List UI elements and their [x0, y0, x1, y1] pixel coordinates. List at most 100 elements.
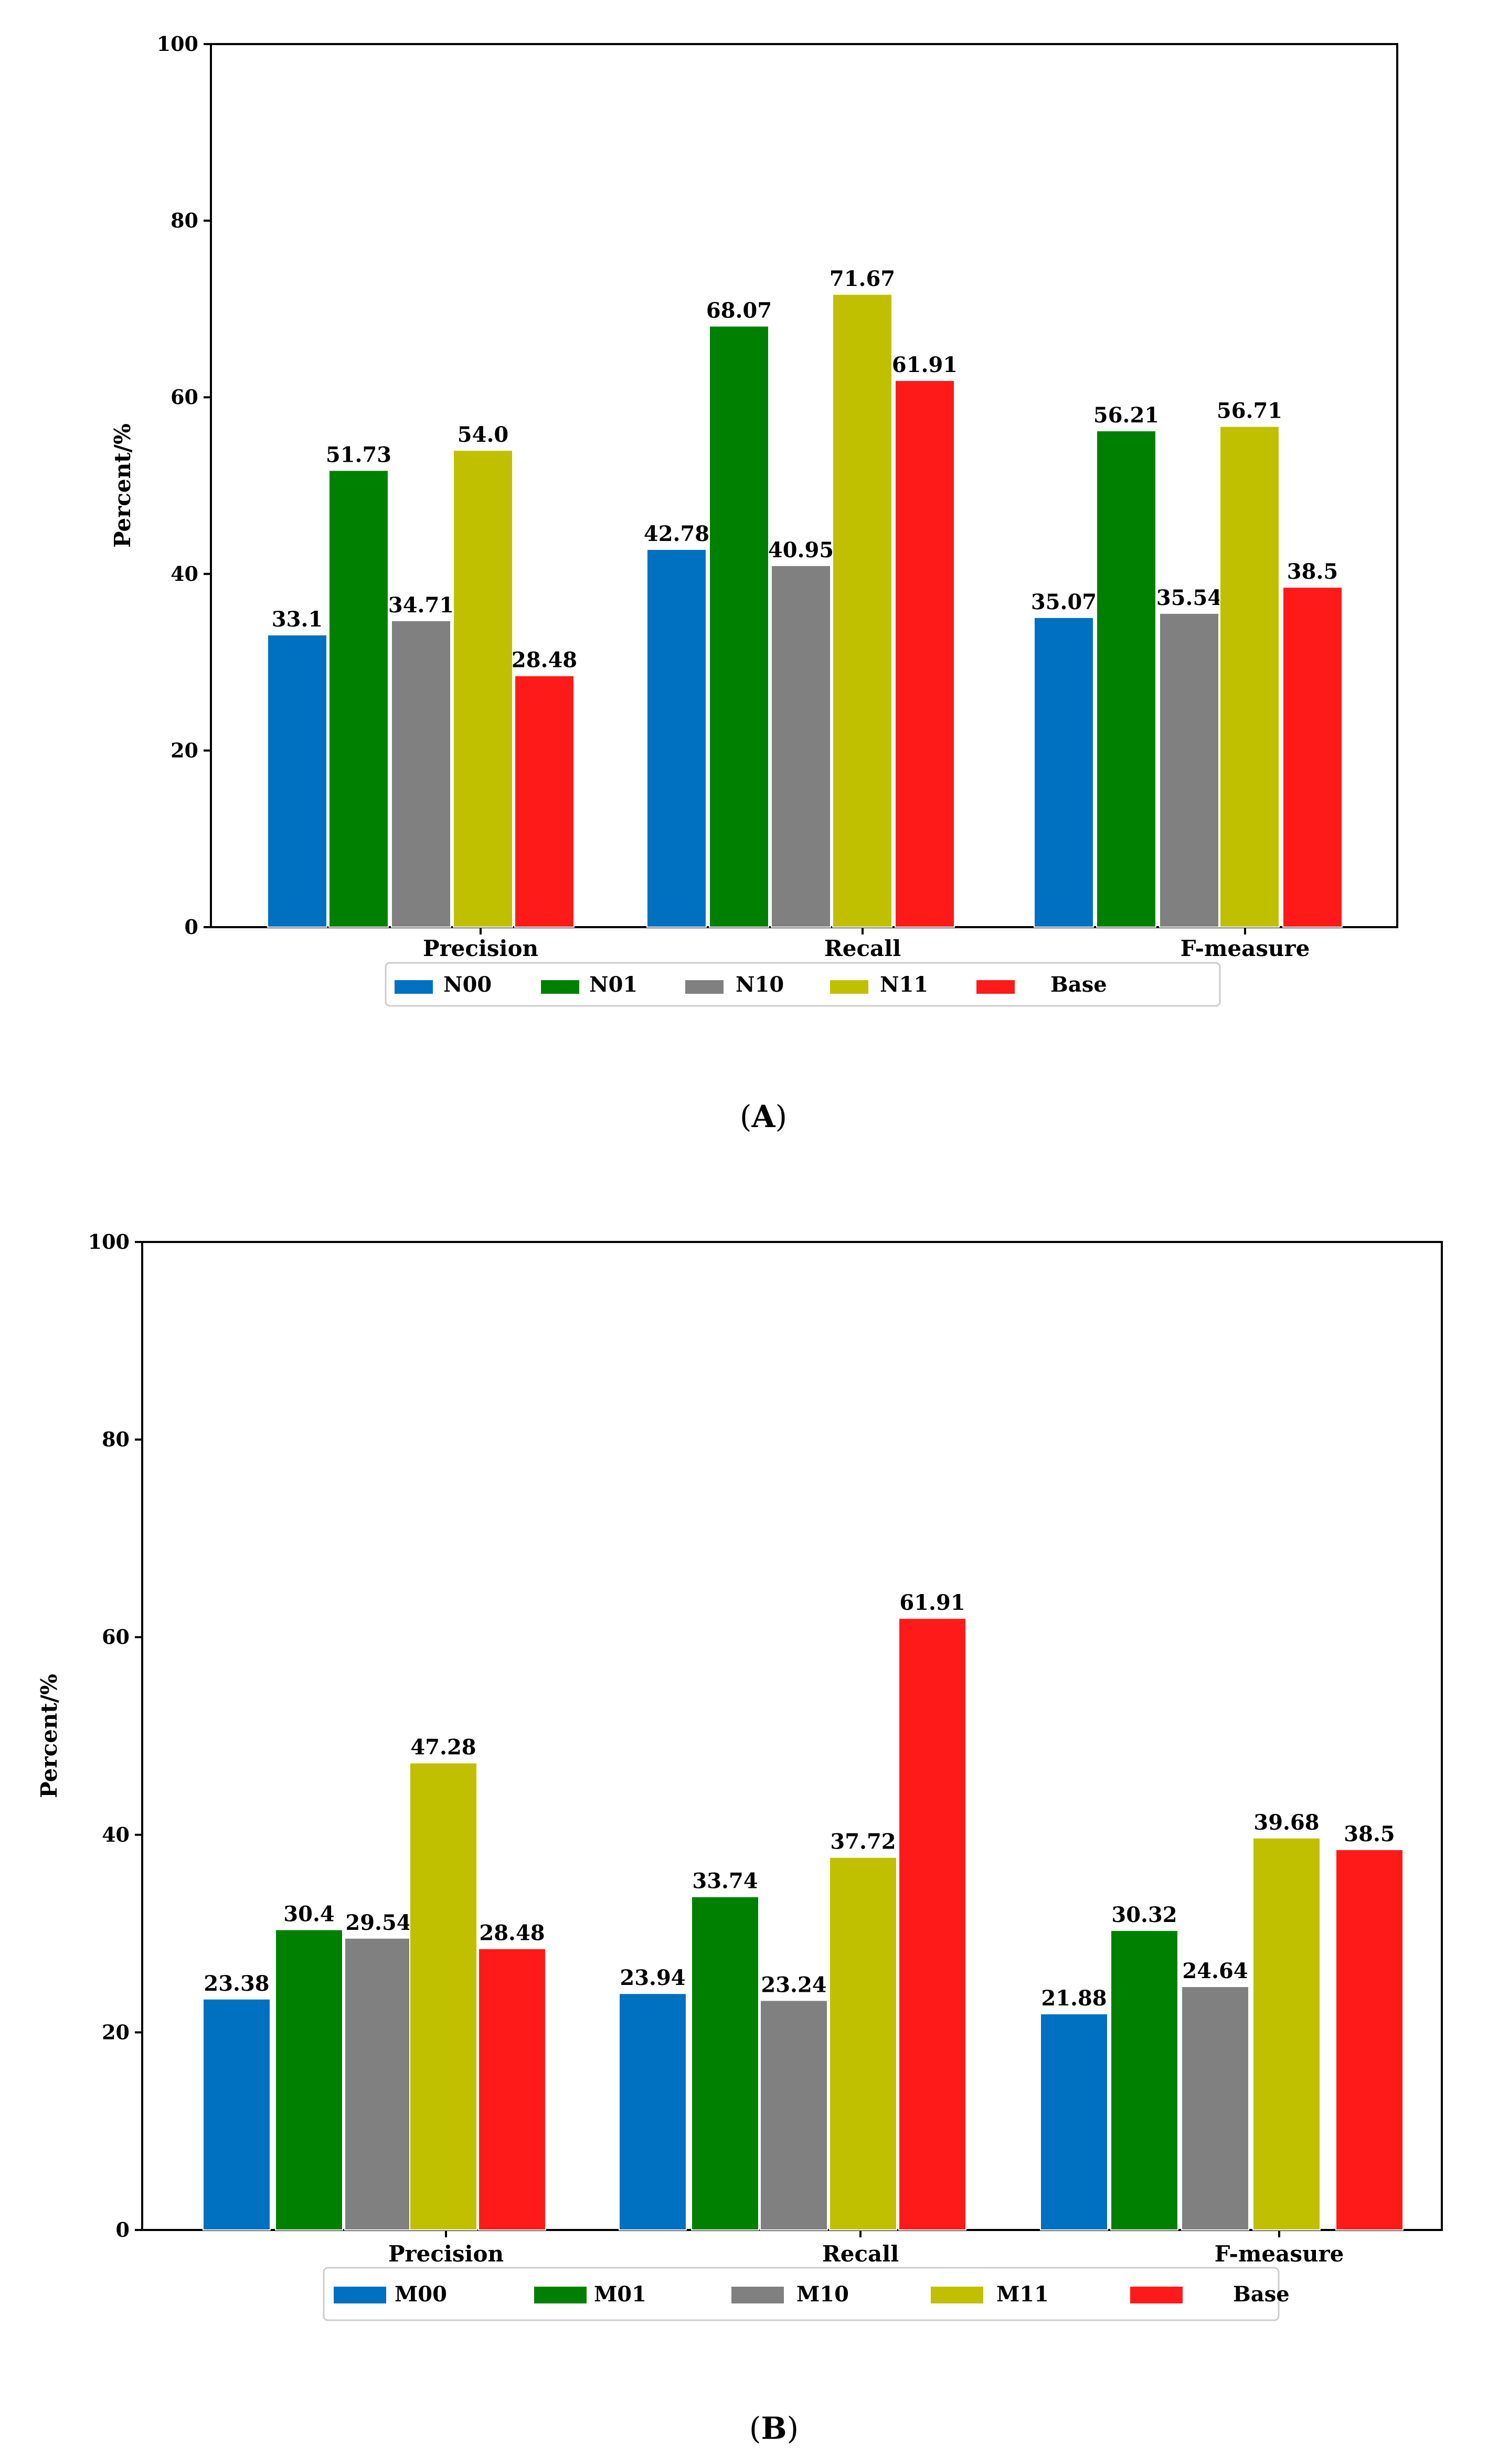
bar-m11-precision [409, 1762, 477, 2231]
y-tick-label: 0 [116, 2218, 130, 2242]
legend-label-base: Base [1050, 972, 1107, 997]
data-label: 23.38 [204, 1971, 269, 1996]
data-label: 56.21 [1093, 403, 1159, 428]
data-label: 38.5 [1287, 559, 1338, 584]
bar-base-precision [514, 675, 575, 928]
bar-m11-recall [829, 1856, 897, 2231]
data-label: 51.73 [326, 442, 391, 467]
x-tick-label: F-measure [1215, 2241, 1344, 2267]
legend-label-m00: M00 [395, 2282, 447, 2307]
bar-m00-precision [203, 1998, 271, 2231]
y-tick-label: 80 [171, 209, 198, 232]
bar-m10-f-measure [1181, 1986, 1249, 2231]
panel-label: (B) [749, 2410, 799, 2446]
bar-n10-precision [391, 620, 451, 928]
legend-swatch-n01 [541, 980, 579, 994]
legend-swatch-m00 [334, 2287, 386, 2303]
data-label: 35.54 [1156, 586, 1222, 610]
y-tick-label: 0 [185, 915, 198, 939]
data-label: 54.0 [458, 422, 508, 447]
legend-swatch-m01 [534, 2287, 587, 2303]
bar-n10-f-measure [1159, 612, 1219, 928]
legend-label-n01: N01 [589, 972, 637, 997]
legend-swatch-base [976, 980, 1015, 994]
y-axis-label: Percent/% [110, 423, 135, 548]
legend-swatch-n00 [395, 980, 433, 994]
legend-label-n10: N10 [736, 972, 784, 997]
data-label: 39.68 [1253, 1810, 1319, 1835]
data-label: 21.88 [1041, 1986, 1107, 2011]
bar-m01-precision [275, 1929, 343, 2231]
x-tick-label: Precision [388, 2241, 504, 2267]
bar-n00-f-measure [1034, 617, 1094, 928]
legend-label-m11: M11 [996, 2282, 1049, 2307]
data-label: 47.28 [410, 1735, 476, 1760]
y-tick-label: 60 [102, 1625, 130, 1649]
bar-n11-recall [832, 293, 892, 928]
x-tick-label: Precision [423, 936, 538, 961]
data-label: 42.78 [644, 522, 709, 546]
legend-label-base: Base [1233, 2282, 1290, 2307]
bar-m00-recall [619, 1993, 687, 2231]
legend-swatch-base [1130, 2287, 1183, 2303]
x-tick-label: Recall [822, 2241, 899, 2267]
data-label: 37.72 [830, 1830, 896, 1854]
bar-n11-f-measure [1219, 426, 1280, 928]
y-tick-label: 40 [171, 562, 198, 586]
bar-n01-precision [328, 470, 389, 928]
legend-swatch-m10 [731, 2287, 784, 2303]
legend-box [323, 2267, 1280, 2321]
bar-m01-f-measure [1110, 1930, 1178, 2231]
bar-m10-recall [760, 2000, 828, 2231]
data-label: 23.94 [620, 1966, 685, 1990]
data-label: 61.91 [899, 1590, 965, 1615]
data-label: 28.48 [479, 1921, 545, 1946]
bar-m01-recall [691, 1896, 759, 2231]
bar-m00-f-measure [1040, 2013, 1108, 2231]
legend-box [385, 962, 1221, 1007]
data-label: 30.4 [283, 1902, 334, 1927]
data-label: 68.07 [706, 298, 772, 323]
data-label: 33.1 [272, 607, 323, 632]
data-label: 24.64 [1182, 1959, 1248, 1983]
data-label: 30.32 [1111, 1903, 1177, 1927]
data-label: 33.74 [692, 1869, 758, 1894]
data-label: 23.24 [761, 1972, 826, 1997]
bar-base-recall [895, 380, 955, 928]
data-label: 38.5 [1344, 1822, 1395, 1846]
bar-n01-recall [709, 325, 769, 928]
legend-swatch-n11 [830, 980, 868, 994]
y-tick-label: 60 [171, 385, 198, 409]
x-tick-label: Recall [824, 936, 901, 961]
data-label: 56.71 [1217, 399, 1282, 423]
legend-swatch-m11 [931, 2287, 983, 2303]
y-tick-label: 100 [157, 32, 198, 56]
legend-label-m01: M01 [594, 2282, 646, 2307]
bar-base-recall [898, 1618, 966, 2231]
bar-n01-f-measure [1096, 430, 1156, 928]
data-label: 29.54 [345, 1910, 411, 1935]
bar-n10-recall [771, 565, 831, 928]
y-tick-label: 20 [102, 2020, 130, 2044]
data-label: 40.95 [768, 538, 834, 562]
bar-n00-precision [267, 634, 327, 928]
data-label: 35.07 [1031, 590, 1097, 614]
y-tick-label: 40 [102, 1823, 130, 1846]
y-tick-label: 100 [88, 1230, 130, 1254]
data-label: 34.71 [388, 593, 454, 618]
panel-label: (A) [740, 1099, 787, 1134]
legend-label-m10: M10 [796, 2282, 849, 2307]
legend-swatch-n10 [685, 980, 724, 994]
y-axis-label: Percent/% [36, 1674, 62, 1798]
y-tick-label: 20 [171, 738, 198, 762]
legend-label-n11: N11 [880, 972, 928, 997]
bar-m10-precision [344, 1937, 412, 2231]
bar-base-precision [478, 1948, 546, 2231]
bar-n11-precision [453, 450, 513, 928]
bar-base-f-measure [1335, 1849, 1404, 2231]
bar-n00-recall [646, 549, 707, 928]
data-label: 28.48 [512, 648, 577, 673]
bar-base-f-measure [1282, 587, 1343, 928]
data-label: 71.67 [830, 267, 895, 291]
